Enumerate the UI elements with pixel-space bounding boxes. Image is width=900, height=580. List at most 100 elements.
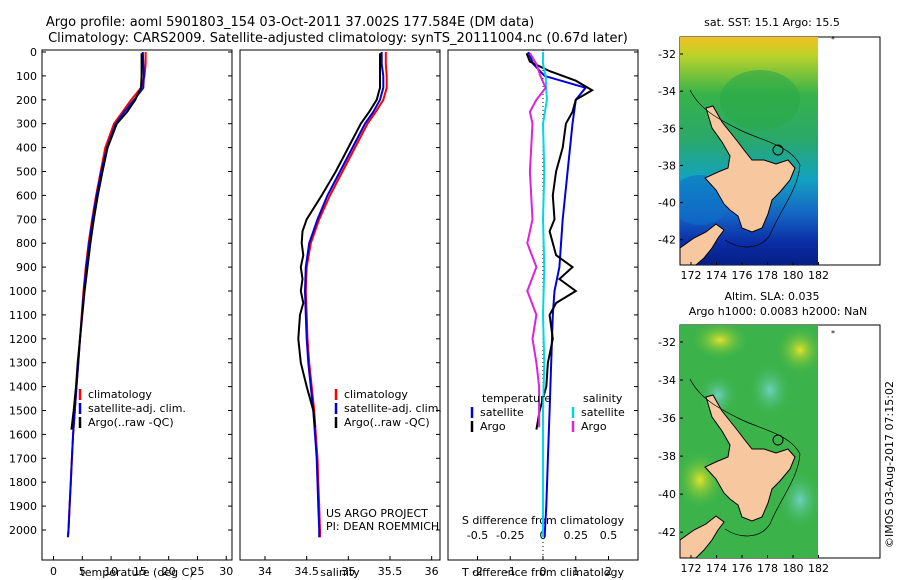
sst-warm-patch: [720, 70, 800, 130]
temperature-argo-line: [525, 52, 595, 430]
sst-map: sat. SST: 15.1 Argo: 15.5 *: [679, 16, 881, 266]
x-tick-label: 1: [572, 565, 579, 578]
y-tick-label: 800: [16, 237, 37, 250]
map-y-tick-label: -38: [658, 450, 676, 463]
y-tick-label: 300: [16, 118, 37, 131]
legend-label: Argo: [480, 420, 506, 433]
x-tick-label: 15: [133, 565, 147, 578]
sla-blob: [775, 325, 818, 375]
map-x-tick-label: 174: [706, 269, 727, 282]
y-tick-label: 1000: [9, 285, 37, 298]
sst-bathymetry-contour: [689, 89, 801, 248]
sla-blob: [690, 325, 750, 360]
sla-blob: [748, 362, 792, 418]
y-tick-label: 400: [16, 142, 37, 155]
y-tick-label: 1800: [9, 476, 37, 489]
x-tick-label: 0: [540, 565, 547, 578]
sla-blob: [698, 373, 738, 417]
plot-frame: [239, 49, 441, 561]
salinity-panel: 34 34.5 35 35.5 36 salinity climatologysatelli…: [239, 49, 442, 579]
map-x-tick-label: 172: [681, 562, 702, 575]
salinity-satellite-line: [541, 52, 548, 538]
x2-tick-label: -0.5: [467, 529, 488, 542]
x-axis-label: salinity: [320, 566, 360, 579]
y-tick-label: 900: [16, 261, 37, 274]
legend-label: satellite-adj. clim.: [344, 402, 442, 415]
y-tick-label: 700: [16, 213, 37, 226]
plot-frame: [41, 49, 233, 561]
legend-label: satellite: [581, 406, 625, 419]
y-tick-label: 500: [16, 166, 37, 179]
map-x-tick-label: 176: [732, 269, 753, 282]
x-tick-label: 10: [104, 565, 118, 578]
x-tick-label: 0: [50, 565, 57, 578]
sla-bathymetry-contour: [689, 378, 801, 537]
x-tick-label: 34: [258, 565, 272, 578]
legend-header: salinity: [583, 392, 623, 405]
map-y-tick-label: -36: [658, 122, 676, 135]
salinity-argo-line: [526, 52, 547, 428]
sst-dot: *: [831, 35, 835, 44]
satellite-adj-clim-line: [303, 52, 385, 538]
y-tick-label: 200: [16, 94, 37, 107]
watermark: ©IMOS 03-Aug-2017 07:15:02: [883, 381, 896, 548]
legend-label: Argo: [581, 420, 607, 433]
map-x-tick-label: 178: [757, 269, 778, 282]
legend-label: satellite: [480, 406, 524, 419]
x-tick-label: 35.5: [378, 565, 403, 578]
x-axis-label: temperature (deg C): [80, 566, 193, 579]
map-x-tick-label: 180: [783, 562, 804, 575]
argo-raw-qc-line: [297, 53, 381, 428]
map-x-tick-label: 174: [706, 562, 727, 575]
map-x-tick-label: 176: [732, 562, 753, 575]
argo-raw-qc-line: [70, 53, 143, 430]
x2-tick-label: 0.5: [600, 529, 618, 542]
legend-label: Argo(..raw -QC): [344, 416, 430, 429]
sst-new-zealand-north-island: [704, 105, 796, 233]
project-annotation: US ARGO PROJECT: [326, 507, 428, 520]
x2-tick-label: -0.25: [496, 529, 524, 542]
y-tick-label: 0: [30, 46, 37, 59]
map-y-tick-label: -34: [658, 374, 676, 387]
map-x-tick-label: 182: [808, 269, 829, 282]
temperature-satellite-line: [527, 51, 588, 538]
y-tick-label: 1700: [9, 452, 37, 465]
sst-float-location: [772, 144, 784, 156]
sla-dot: *: [831, 329, 835, 338]
x-tick-label: -2: [472, 565, 483, 578]
map-y-tick-label: -42: [658, 234, 676, 247]
pi-annotation: PI: DEAN ROEMMICH: [326, 520, 439, 533]
legend-label: satellite-adj. clim.: [88, 402, 186, 415]
map-y-tick-label: -40: [658, 197, 676, 210]
sla-map-ticks: 172 174 176 178 180 182 -32 -34 -36 -38 -40 -42: [658, 336, 829, 575]
map-x-tick-label: 182: [808, 562, 829, 575]
legend-header: temperature: [482, 392, 551, 405]
y-tick-label: 600: [16, 189, 37, 202]
map-y-tick-label: -34: [658, 85, 676, 98]
sla-map: Altim. SLA: 0.035 Argo h1000: 0.0083 h20…: [679, 290, 881, 559]
map-x-tick-label: 172: [681, 269, 702, 282]
x-tick-label: 5: [79, 565, 86, 578]
x-tick-label: 35: [341, 565, 355, 578]
x-tick-label: 36: [425, 565, 439, 578]
y-tick-label: 1400: [9, 381, 37, 394]
x2-tick-label: 0.25: [564, 529, 589, 542]
sla-new-zealand-south-island: [680, 515, 725, 558]
map-y-tick-label: -36: [658, 412, 676, 425]
x-axis-label: T difference from climatology: [461, 566, 624, 579]
map-y-tick-label: -32: [658, 336, 676, 349]
sst-map-ticks: 172 174 176 178 180 182 -32 -34 -36 -38 -40 -42: [658, 48, 829, 282]
x-tick-label: 30: [219, 565, 233, 578]
sla-float-location: [772, 434, 784, 446]
y-tick-label: 1100: [9, 309, 37, 322]
sst-new-zealand-south-island: [680, 223, 725, 265]
map-x-tick-label: 180: [783, 269, 804, 282]
legend-label: Argo(..raw -QC): [88, 416, 174, 429]
legend-label: climatology: [344, 388, 408, 401]
figure-subtitle: Climatology: CARS2009. Satellite-adjuste…: [48, 31, 628, 46]
map-y-tick-label: -42: [658, 526, 676, 539]
x-tick-label: 20: [162, 565, 176, 578]
y-tick-label: 2000: [9, 524, 37, 537]
